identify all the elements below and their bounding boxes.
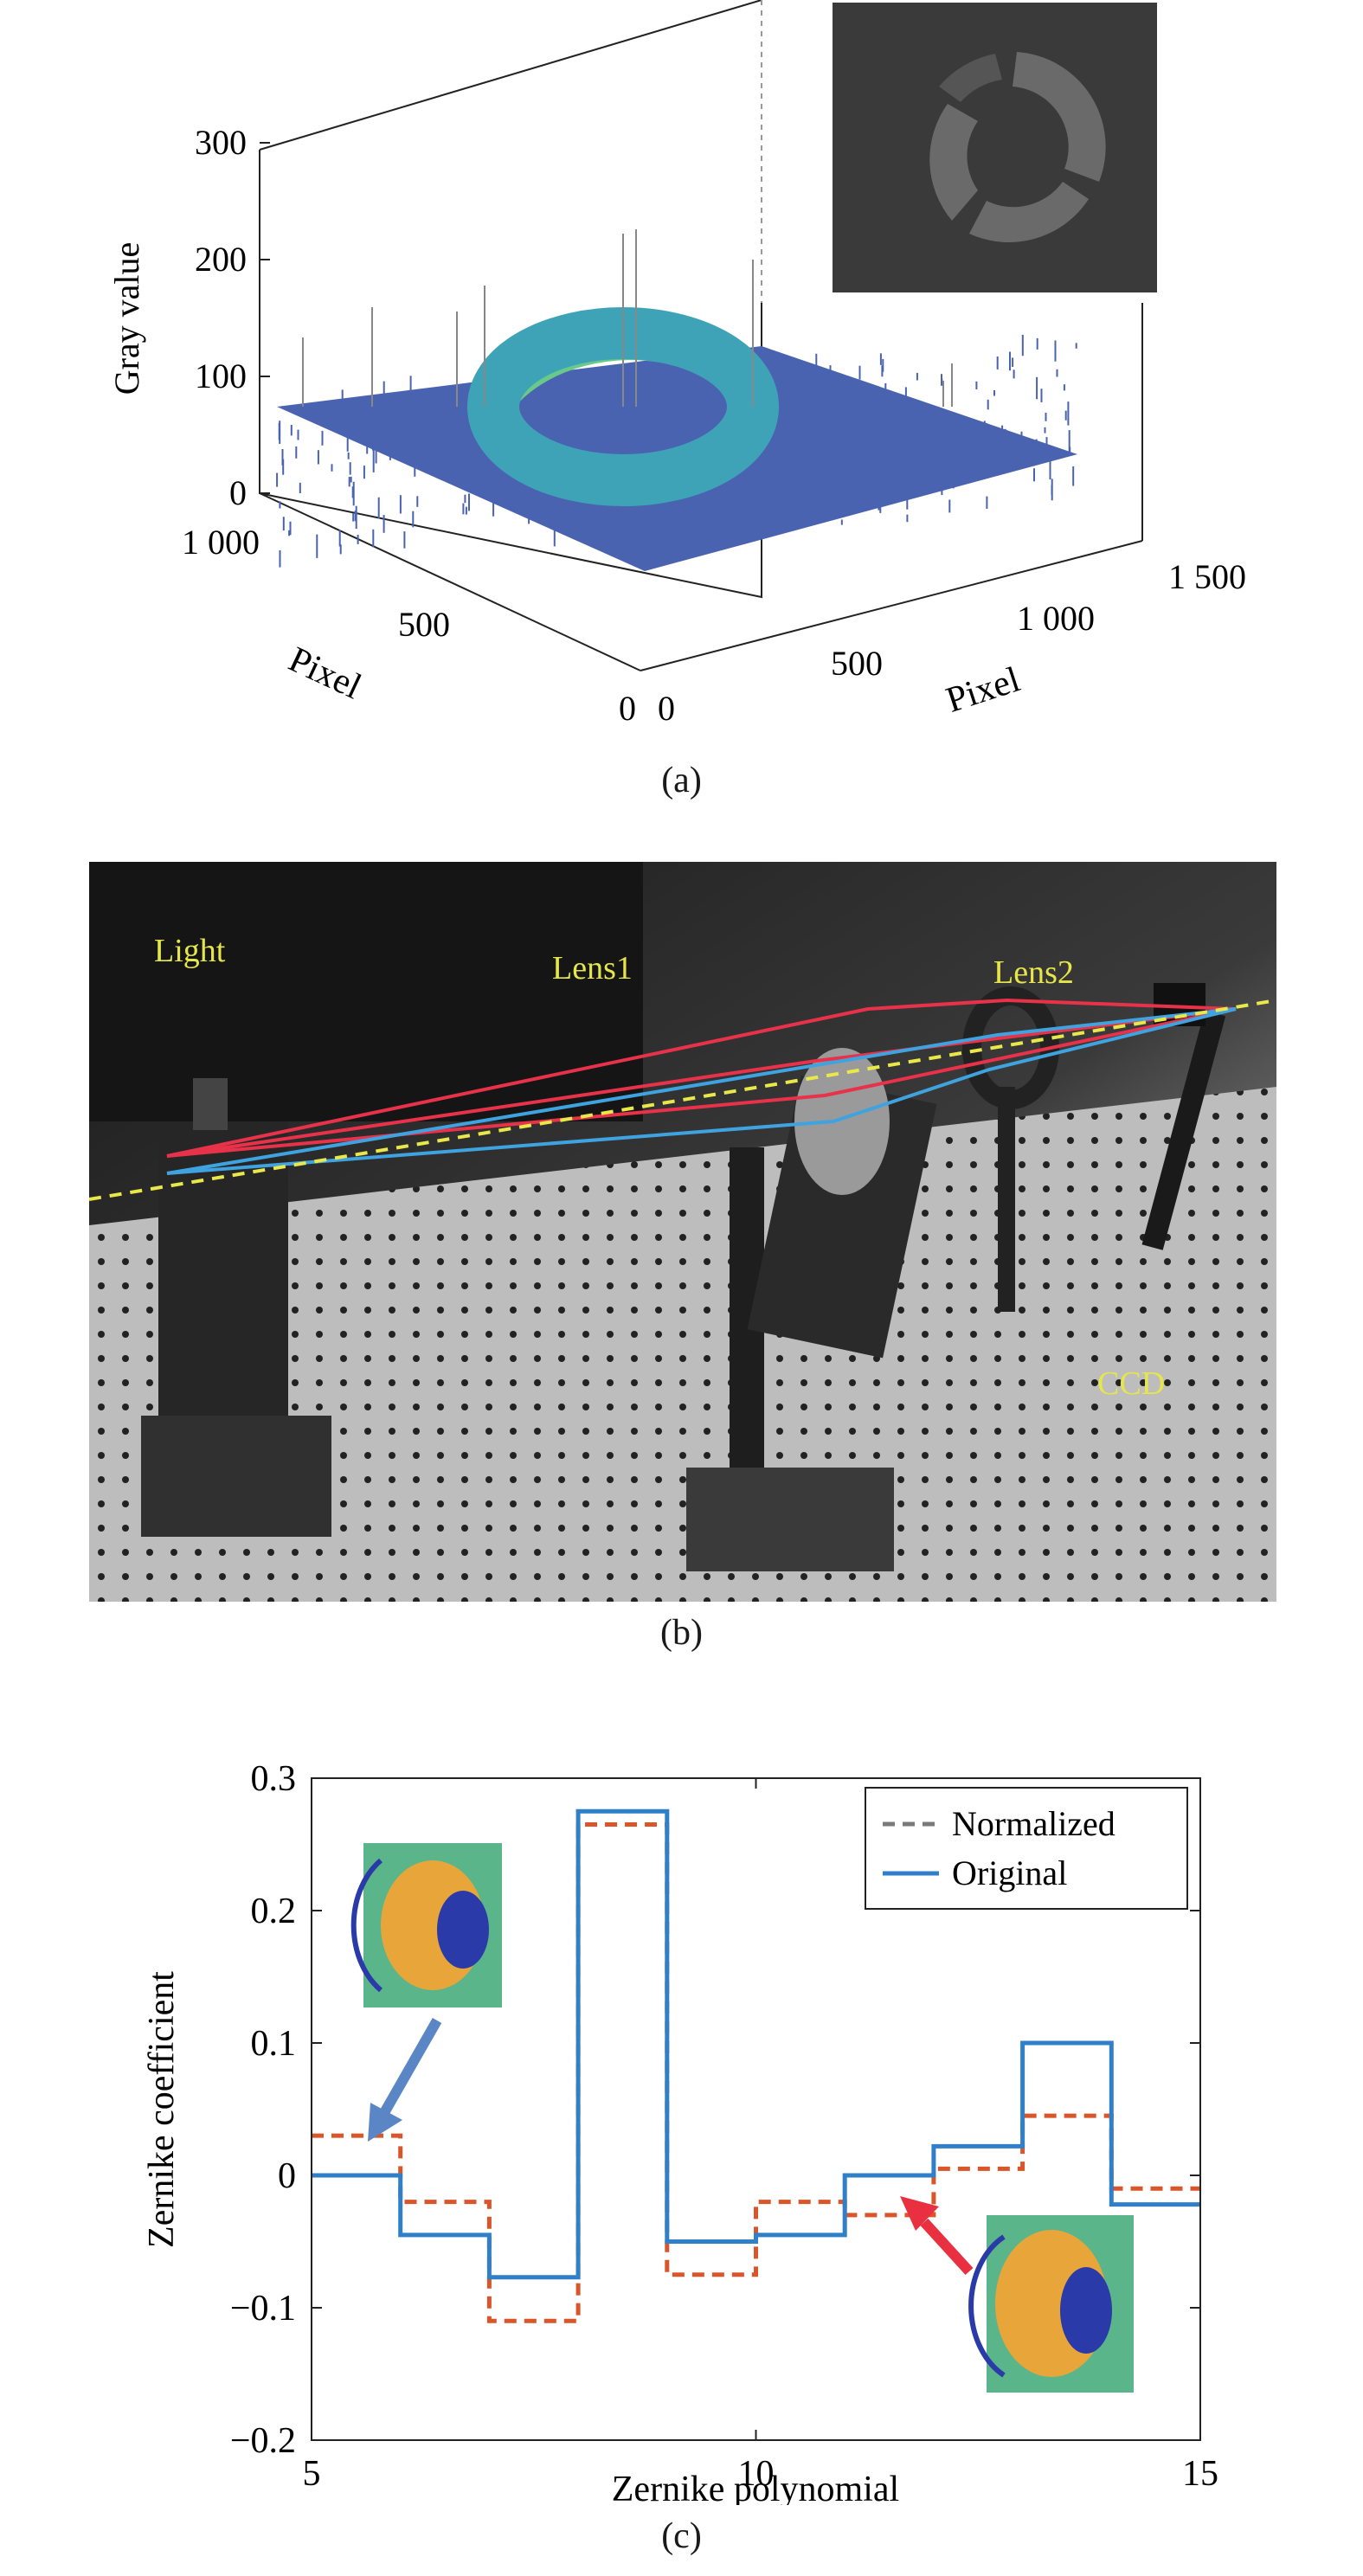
series-original [312, 1808, 1200, 2280]
label-lens1: Lens1 [552, 950, 633, 986]
x-tick-500: 500 [831, 644, 883, 683]
x-axis-label: Pixel [942, 659, 1025, 720]
y-axis-label: Pixel [283, 639, 368, 707]
y-tick-label: −0.2 [230, 2421, 296, 2461]
y-tick-label: −0.1 [230, 2289, 296, 2329]
y-tick-label: 0.2 [251, 1892, 297, 1931]
chart-ticks: 5 10 15 −0.2 −0.1 0 0.1 0.2 0.3 [230, 1759, 1218, 2494]
label-light: Light [154, 933, 226, 969]
x-axis-line [640, 540, 1143, 671]
z-tick-label: 300 [195, 123, 247, 162]
y-tick-label: 0.1 [251, 2024, 297, 2064]
x-tick-label: 5 [303, 2454, 321, 2494]
zernike-chart: 5 10 15 −0.2 −0.1 0 0.1 0.2 0.3 [142, 1759, 1218, 2509]
x-tick-label: 10 [738, 2454, 775, 2494]
lens1-mount [686, 1048, 937, 1571]
chart-series [312, 1808, 1200, 2323]
surface-spikes [302, 229, 953, 407]
z-tick-label: 200 [195, 240, 247, 279]
back-top-frame [259, 0, 762, 151]
y-tick-label: 0.3 [251, 1759, 297, 1799]
optical-table [89, 1087, 1276, 1602]
legend-normalized-label: Normalized [952, 1804, 1115, 1843]
legend-box [865, 1787, 1188, 1910]
caption-a: (a) [661, 761, 702, 800]
x-tick-label: 15 [1182, 2454, 1218, 2494]
y-tick-0: 0 [619, 689, 636, 728]
inset-mode-large [968, 2215, 1134, 2393]
y-axis-line [259, 492, 641, 671]
z-tick-label: 100 [195, 357, 247, 395]
label-ccd: CCD [1097, 1365, 1165, 1402]
light-source-mount [141, 1078, 331, 1537]
optical-axis-line [88, 999, 1277, 1201]
x-tick-0: 0 [658, 689, 675, 728]
light-rays [88, 998, 1277, 1201]
arrow-red [900, 2196, 974, 2276]
y-axis-label: Zernike coefficient [142, 1971, 182, 2248]
photo-illustration: Light Lens1 Lens2 CCD [88, 862, 1277, 1602]
z-tick-label: 0 [229, 473, 247, 512]
optical-setup-photo: Light Lens1 Lens2 CCD [88, 862, 1277, 1602]
dark-background-region [89, 862, 643, 1121]
inset-camera-image [833, 3, 1157, 292]
caption-c: (c) [661, 2516, 702, 2556]
y-tick-1000: 1 000 [182, 523, 260, 562]
x-tick-1500: 1 500 [1168, 557, 1246, 596]
z-axis-label: Gray value [107, 242, 146, 395]
legend: Normalized Original [865, 1787, 1188, 1910]
z-ticks: 0 100 200 300 [195, 123, 270, 512]
y-tick-500: 500 [398, 605, 450, 644]
panel-b: Light Lens1 Lens2 CCD (b) [0, 857, 1363, 1679]
panel-c: 5 10 15 −0.2 −0.1 0 0.1 0.2 0.3 [0, 1722, 1363, 2576]
panel-a: 0 100 200 300 Gray value 1 000 500 0 Pixel … [0, 0, 1363, 813]
x-tick-1000: 1 000 [1017, 599, 1095, 638]
surface-noise [276, 334, 1077, 568]
inset-mode-small [350, 1843, 502, 2007]
x-axis-label: Zernike polynomial [612, 2470, 899, 2505]
y-tick-label: 0 [278, 2156, 296, 2196]
arrow-blue [368, 2018, 442, 2142]
legend-original-label: Original [952, 1853, 1067, 1892]
label-lens2: Lens2 [993, 954, 1074, 991]
plot-frame [311, 1777, 1201, 2441]
caption-b: (b) [660, 1613, 703, 1653]
